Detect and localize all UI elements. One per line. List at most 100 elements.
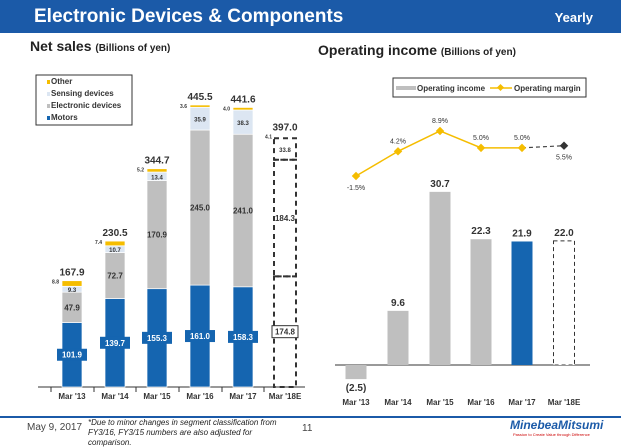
x-tick-label: Mar '16 [186, 392, 214, 401]
x-tick-label: Mar '15 [426, 398, 454, 407]
value-label: 5.2 [137, 168, 144, 174]
x-tick-label: Mar '18E [548, 398, 581, 407]
legend-swatch [47, 92, 50, 96]
margin-label: 4.2% [390, 138, 406, 145]
margin-marker [393, 147, 403, 156]
value-label: 4.1 [265, 135, 272, 141]
title-unit: (Billions of yen) [440, 47, 516, 58]
value-label-box [100, 336, 130, 349]
value-label-box [142, 331, 172, 344]
bar-segment-other [232, 107, 254, 111]
value-label: 4.0 [223, 106, 230, 112]
total-label: 344.7 [144, 156, 169, 167]
title-main: Operating income [318, 42, 438, 58]
bar-operating-income [387, 310, 409, 365]
value-label: 72.7 [107, 272, 123, 281]
margin-marker [517, 143, 527, 153]
bar-operating-income [511, 241, 533, 365]
margin-label: 5.0% [514, 135, 530, 142]
value-label: 241.0 [233, 207, 254, 216]
value-label: 21.9 [512, 228, 532, 239]
margin-label: 5.0% [473, 135, 489, 142]
total-label: 441.6 [230, 94, 255, 105]
value-label: 139.7 [105, 339, 126, 348]
total-label: 397.0 [272, 123, 297, 134]
footer-date: May 9, 2017 [27, 422, 83, 433]
legend-label: Other [51, 77, 72, 86]
total-label: 445.5 [187, 92, 212, 103]
legend-marker [496, 83, 505, 92]
x-tick-label: Mar '15 [143, 392, 171, 401]
bar-operating-income [553, 240, 575, 366]
footer-divider [0, 416, 621, 418]
margin-marker [559, 141, 569, 150]
bar-segment-other [104, 240, 126, 247]
value-label: 174.8 [275, 328, 296, 337]
margin-label: 8.9% [432, 118, 448, 125]
value-label: 9.3 [68, 288, 77, 294]
bar-segment-sensing-devices [273, 137, 297, 161]
value-label-box [228, 330, 258, 343]
x-tick-label: Mar '17 [229, 392, 257, 401]
x-tick-label: Mar '14 [101, 392, 129, 401]
value-label-box [185, 330, 215, 343]
operating-income-title: Operating income (Billions of yen) [318, 42, 516, 58]
footer-note: *Due to minor changes in segment classif… [88, 418, 277, 447]
page-title: Electronic Devices & Components [34, 6, 344, 27]
x-tick-label: Mar '14 [384, 398, 412, 407]
value-label: 7.4 [95, 240, 102, 246]
value-label: (2.5) [346, 383, 367, 394]
value-label: 101.9 [62, 351, 83, 360]
value-label: 158.3 [233, 333, 254, 342]
bar-operating-income [429, 191, 451, 365]
value-label: 3.6 [180, 104, 187, 110]
legend-label: Operating margin [514, 84, 581, 93]
legend-label: Motors [51, 113, 78, 122]
bar-segment-other [61, 280, 83, 287]
value-label: 33.8 [279, 148, 291, 154]
legend-label: Sensing devices [51, 89, 114, 98]
margin-marker [351, 171, 361, 181]
legend-swatch [47, 80, 50, 84]
value-label: 170.9 [147, 231, 168, 240]
period-label: Yearly [554, 10, 593, 25]
legend-swatch [47, 116, 50, 120]
value-label: 22.3 [471, 226, 491, 237]
x-tick-label: Mar '13 [342, 398, 370, 407]
value-label: 13.4 [151, 175, 163, 181]
title-unit: (Billions of yen) [95, 43, 171, 54]
value-label: 10.7 [109, 248, 121, 254]
bar-segment-other [146, 168, 168, 173]
margin-marker [476, 143, 486, 153]
value-label: 184.3 [275, 214, 296, 223]
company-logo: MinebeaMitsumi [510, 418, 604, 432]
legend-swatch [47, 104, 50, 108]
value-label: 22.0 [554, 228, 574, 239]
title-main: Net sales [30, 38, 92, 54]
bar-segment-other [189, 104, 211, 108]
margin-line-estimate [521, 145, 565, 149]
bar-operating-income [470, 239, 492, 365]
value-label: 245.0 [190, 204, 211, 213]
legend-box [35, 74, 133, 126]
value-label: 38.3 [237, 121, 249, 127]
margin-label: 5.5% [556, 155, 572, 162]
margin-line [355, 130, 522, 177]
value-label: 161.0 [190, 332, 211, 341]
x-tick-label: Mar '18E [269, 392, 302, 401]
value-label: 47.9 [64, 303, 80, 312]
legend-swatch [396, 86, 416, 90]
value-label: 155.3 [147, 334, 168, 343]
value-label: 30.7 [430, 179, 450, 190]
margin-marker [435, 126, 445, 136]
x-tick-label: Mar '16 [467, 398, 495, 407]
value-label: 35.9 [194, 118, 206, 124]
legend-label: Electronic devices [51, 101, 122, 110]
margin-label: -1.5% [347, 185, 365, 192]
legend-label: Operating income [417, 84, 486, 93]
value-label: 8.8 [52, 280, 59, 286]
total-label: 230.5 [102, 228, 127, 239]
total-label: 167.9 [59, 268, 84, 279]
value-label-box [271, 325, 299, 339]
logo-tagline: Passion to Create Value through Differen… [513, 432, 590, 437]
